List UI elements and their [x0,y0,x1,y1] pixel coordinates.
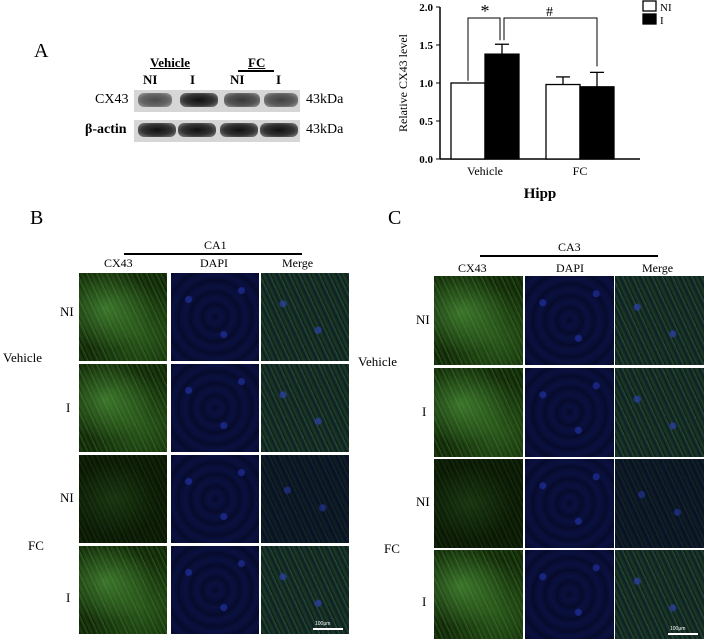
significance-bracket [503,17,598,67]
panel-c-region-line [480,255,658,257]
panel-b-dapi-image [171,364,259,452]
significance-bracket [467,17,501,81]
wb-band [224,93,260,107]
wb-actin-strip [134,120,300,142]
y-tick-label: 0.5 [419,116,433,128]
panel-c-col-dapi: DAPI [556,261,585,275]
panel-b-scale-bar [313,628,343,630]
panel-c-dapi-image [525,459,614,548]
panel-c-row-1: NI [416,312,430,327]
panel-b-row-3: NI [60,490,74,505]
panel-b-region: CA1 [204,238,227,252]
panel-c-scale-label: 100μm [670,626,686,632]
panel-c-col-cx43: CX43 [458,261,487,275]
legend-swatch [642,13,657,25]
wb-band [138,93,172,107]
panel-c-cx43-image [434,459,523,548]
panel-b-row-4: I [66,590,71,605]
wb-lane-4: I [276,72,282,87]
panel-b-col-cx43: CX43 [104,256,133,270]
wb-row-actin-label: β-actin [85,122,127,137]
panel-b-merge-image [261,455,349,543]
bar [450,82,486,160]
y-tick-label: 2.0 [419,2,433,14]
y-axis-label: Relative CX43 level [396,33,410,132]
wb-band [220,123,258,137]
panel-b-row-2: I [66,400,71,415]
panel-b-cx43-image [79,546,167,634]
legend-swatch [642,0,657,12]
panel-c-group-fc: FC [384,541,400,556]
panel-c-merge-image [615,368,704,457]
wb-lane-3: NI [230,72,245,87]
wb-band [178,123,216,137]
wb-lane-1: NI [143,72,158,87]
panel-b-cx43-image [79,364,167,452]
y-tick-label: 0.0 [419,154,433,166]
bar [545,83,581,160]
panel-b-cx43-image [79,455,167,543]
wb-row-actin-size: 43kDa [306,122,344,137]
panel-c-region: CA3 [558,240,581,254]
panel-c-row-3: NI [416,494,430,509]
panel-c-merge-image [615,550,704,639]
wb-cx43-strip [134,90,300,112]
wb-lane-2: I [190,72,196,87]
panel-c-dapi-image [525,550,614,639]
panel-c-dapi-image [525,276,614,365]
panel-c-col-merge: Merge [642,261,674,275]
panel-b-col-merge: Merge [282,256,314,270]
panel-a-letter: A [34,40,49,62]
wb-group-vehicle: Vehicle [150,55,190,70]
significance-marker: * [481,1,490,21]
wb-band [260,123,298,137]
x-tick-label: Vehicle [467,164,503,178]
panel-b-letter: B [30,207,44,229]
wb-band [180,93,218,107]
panel-b-col-dapi: DAPI [200,256,229,270]
panel-c-group-vehicle: Vehicle [358,354,397,369]
panel-b-cx43-image [79,273,167,361]
panel-c-row-2: I [422,404,427,419]
panel-b-dapi-image [171,273,259,361]
panel-b-dapi-image [171,455,259,543]
panel-c-merge-image [615,459,704,548]
panel-b-dapi-image [171,546,259,634]
panel-b-scale-label: 100μm [315,621,331,627]
wb-group-fc: FC [248,55,266,70]
legend-label: NI [660,2,672,14]
panel-c-merge-image [615,276,704,365]
panel-c-cx43-image [434,276,523,365]
wb-band [264,93,298,107]
panel-c-cx43-image [434,550,523,639]
wb-row-cx43-label: CX43 [95,92,129,107]
bar-chart: 0.0 0.5 1.0 1.5 2.0 Relative CX43 level Vehicl… [396,0,672,202]
panel-c-letter: C [388,207,402,229]
legend-label: I [660,15,664,27]
wb-group-fc-underline [238,70,274,72]
panel-b-row-1: NI [60,304,74,319]
panel-b-merge-image [261,546,349,634]
panel-b-group-fc: FC [28,538,44,553]
panel-b-merge-image [261,364,349,452]
x-tick-label: FC [573,164,588,178]
wb-band [138,123,176,137]
bar [579,86,615,160]
significance-marker: # [546,5,553,20]
panel-c-scale-bar [668,633,698,635]
bar [484,53,520,160]
y-tick-label: 1.5 [419,40,433,52]
panel-b-group-vehicle: Vehicle [3,350,42,365]
panel-c-row-4: I [422,594,427,609]
panel-c-dapi-image [525,368,614,457]
panel-b-region-line [124,253,302,255]
x-axis-label: Hipp [524,186,557,202]
panel-b-merge-image [261,273,349,361]
panel-c-cx43-image [434,368,523,457]
y-tick-label: 1.0 [419,78,433,90]
wb-row-cx43-size: 43kDa [306,92,344,107]
